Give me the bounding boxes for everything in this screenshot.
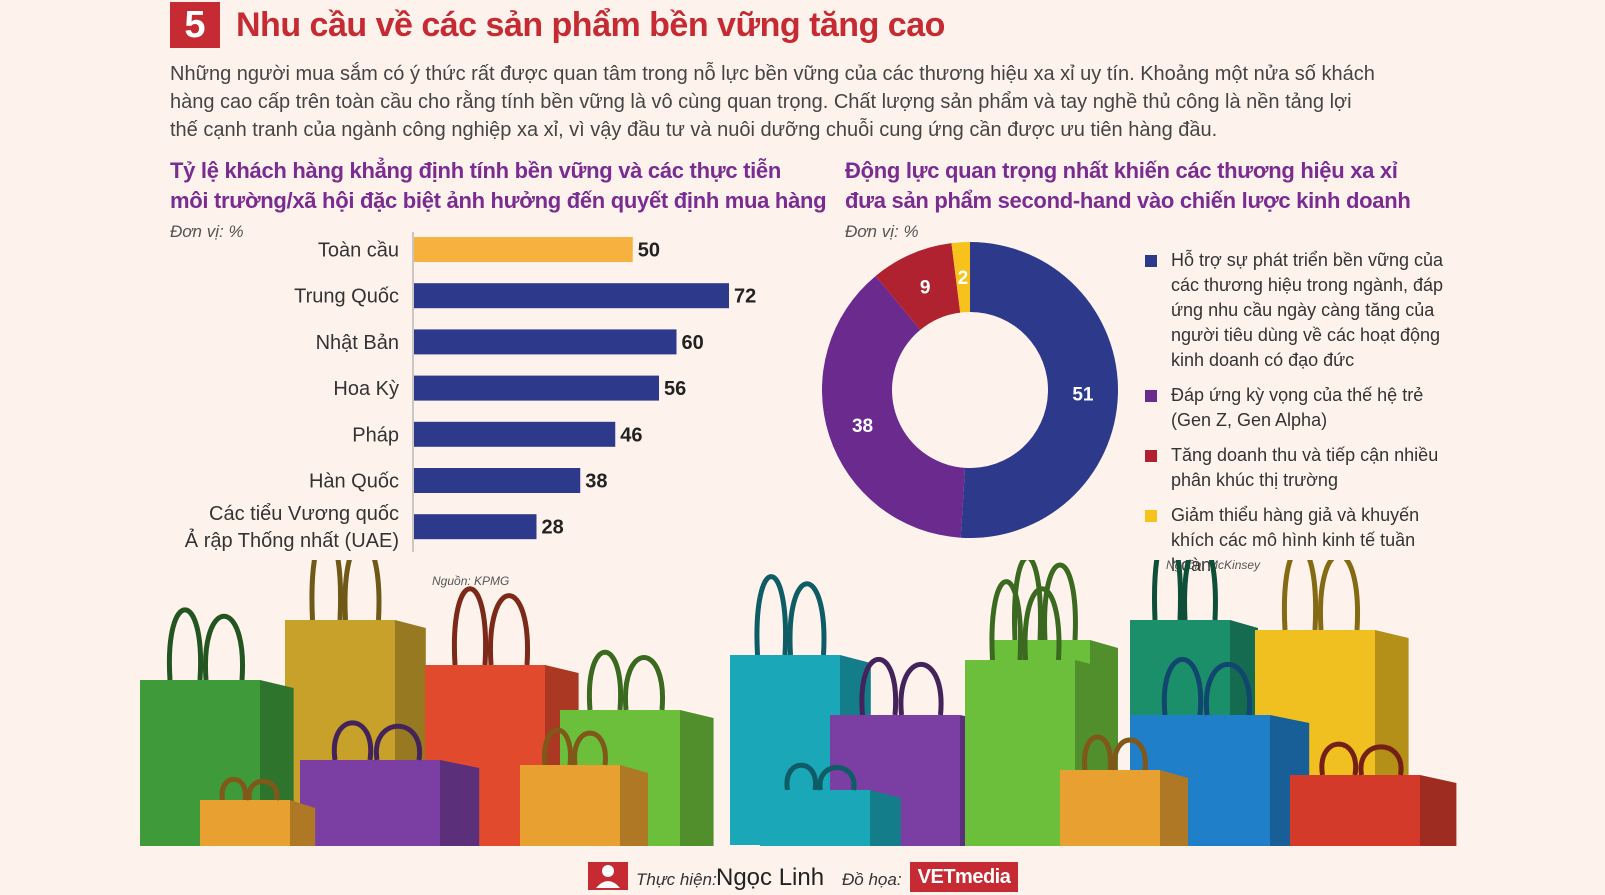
bar bbox=[414, 468, 581, 493]
legend-item: Tăng doanh thu và tiếp cận nhiều phân kh… bbox=[1145, 443, 1445, 493]
legend-label: Đáp ứng kỳ vọng của thế hệ trẻ (Gen Z, G… bbox=[1171, 385, 1424, 430]
bar-chart-title-line-2: môi trường/xã hội đặc biệt ảnh hưởng đến… bbox=[170, 188, 827, 213]
ground-divider bbox=[136, 846, 1466, 850]
shopping-bags-illustration bbox=[136, 560, 1466, 850]
donut-slice-label: 38 bbox=[852, 416, 873, 437]
bar-value-label: 72 bbox=[734, 286, 756, 308]
legend-swatch-counterfeit bbox=[1145, 510, 1157, 522]
donut-slice-label: 9 bbox=[920, 277, 931, 298]
bar bbox=[414, 283, 729, 309]
legend-item: Đáp ứng kỳ vọng của thế hệ trẻ (Gen Z, G… bbox=[1145, 383, 1445, 433]
bar-category-label: Ả rập Thống nhất (UAE) bbox=[185, 529, 399, 552]
bar bbox=[414, 421, 616, 447]
made-by-label: Thực hiện: bbox=[636, 870, 717, 889]
legend-swatch-gen-z bbox=[1145, 390, 1157, 402]
legend-item: Hỗ trợ sự phát triển bền vững của các th… bbox=[1145, 248, 1445, 373]
legend-label: Giảm thiểu hàng giả và khuyến khích các … bbox=[1171, 505, 1420, 575]
legend-label: Tăng doanh thu và tiếp cận nhiều phân kh… bbox=[1171, 445, 1439, 490]
legend-label: Hỗ trợ sự phát triển bền vững của các th… bbox=[1171, 250, 1444, 370]
shopping-bag-icon bbox=[200, 776, 316, 850]
bar-value-label: 60 bbox=[682, 332, 704, 354]
donut-slice bbox=[822, 275, 966, 538]
bar-chart: 50 Toàn cầu 72 Trung Quốc 60 Nhật Bản 56 Hoa Kỳ… bbox=[185, 232, 756, 552]
intro-paragraph: Những người mua sắm có ý thức rất được q… bbox=[170, 60, 1440, 144]
footer: Thực hiện: Ngọc Linh Đồ họa: VETmedia bbox=[0, 860, 1605, 895]
intro-line-2: hàng cao cấp trên toàn cầu cho rằng tính… bbox=[170, 91, 1352, 113]
page-title: Nhu cầu về các sản phẩm bền vững tăng ca… bbox=[236, 6, 945, 44]
bar-category-label: Toàn cầu bbox=[318, 240, 399, 262]
bar-category-label: Pháp bbox=[352, 424, 399, 446]
donut-chart-title: Động lực quan trọng nhất khiến các thươn… bbox=[845, 156, 1411, 216]
bar-value-label: 38 bbox=[585, 471, 607, 493]
legend-item: Giảm thiểu hàng giả và khuyến khích các … bbox=[1145, 503, 1445, 578]
author-icon bbox=[588, 862, 628, 890]
legend-swatch-revenue bbox=[1145, 450, 1157, 462]
bar-value-label: 50 bbox=[638, 240, 660, 262]
bar-category-label: Hàn Quốc bbox=[309, 471, 399, 493]
intro-line-1: Những người mua sắm có ý thức rất được q… bbox=[170, 63, 1375, 85]
bar-chart-unit: Đơn vị: % bbox=[170, 222, 244, 241]
donut-legend: Hỗ trợ sự phát triển bền vững của các th… bbox=[1145, 248, 1445, 588]
shopping-bag-icon bbox=[760, 762, 901, 850]
donut-slice-label: 51 bbox=[1072, 385, 1094, 406]
section-number-badge: 5 bbox=[170, 2, 220, 48]
bar-chart-title: Tỷ lệ khách hàng khẳng định tính bền vữn… bbox=[170, 156, 827, 216]
graphics-label: Đồ họa: bbox=[842, 870, 902, 889]
bar-category-label: Nhật Bản bbox=[316, 332, 399, 354]
shopping-bag-icon bbox=[300, 720, 480, 850]
bar bbox=[414, 329, 677, 355]
bar-value-label: 28 bbox=[542, 517, 564, 539]
donut-chart-title-line-1: Động lực quan trọng nhất khiến các thươn… bbox=[845, 158, 1398, 183]
bar bbox=[414, 375, 659, 401]
donut-slice bbox=[951, 242, 970, 313]
intro-line-3: thế cạnh tranh của ngành công nghiệp xa … bbox=[170, 119, 1218, 141]
donut-chart-unit: Đơn vị: % bbox=[845, 222, 919, 241]
bar-chart-source: Nguồn: KPMG bbox=[432, 574, 510, 588]
donut-slice-label: 2 bbox=[958, 268, 969, 289]
donut-chart-title-line-2: đưa sản phẩm second-hand vào chiến lược … bbox=[845, 188, 1411, 213]
bar bbox=[414, 514, 537, 540]
bar-category-label: Các tiểu Vương quốc bbox=[209, 503, 399, 525]
legend-swatch-sustainability bbox=[1145, 255, 1157, 267]
author-name: Ngọc Linh bbox=[716, 864, 825, 891]
bar-chart-title-line-1: Tỷ lệ khách hàng khẳng định tính bền vữn… bbox=[170, 158, 782, 183]
bar-category-label: Hoa Kỳ bbox=[333, 378, 399, 400]
donut-slice bbox=[960, 242, 1119, 538]
donut-chart: 51 38 9 2 bbox=[822, 242, 1119, 538]
bar-category-label: Trung Quốc bbox=[294, 286, 399, 308]
bar-value-label: 46 bbox=[620, 424, 642, 446]
bar-value-label: 56 bbox=[664, 378, 686, 400]
shopping-bag-icon bbox=[1060, 734, 1188, 850]
shopping-bag-icon bbox=[520, 727, 648, 850]
donut-slice bbox=[875, 243, 961, 330]
shopping-bag-icon bbox=[1290, 741, 1457, 850]
vetmedia-logo: VETmedia bbox=[910, 862, 1018, 892]
bar bbox=[414, 237, 633, 262]
